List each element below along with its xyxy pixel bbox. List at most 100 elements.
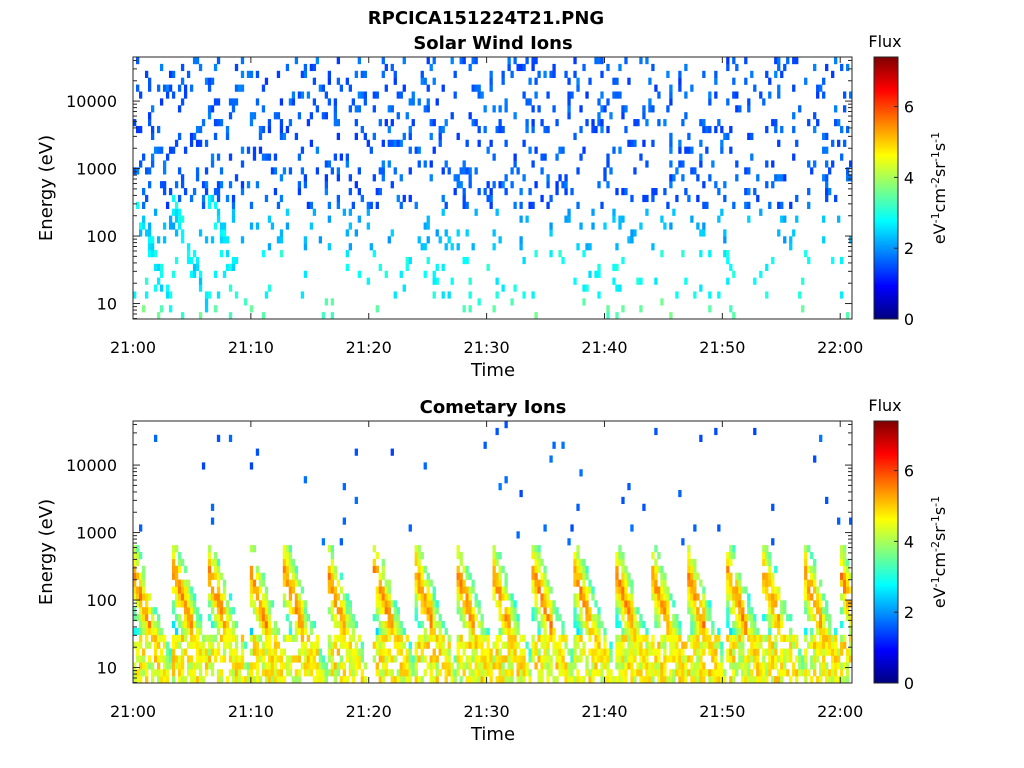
spectrogram-cell	[807, 600, 811, 608]
spectrogram-cell	[345, 229, 349, 237]
spectrogram-cell	[606, 305, 610, 313]
spectrogram-cell	[834, 57, 838, 65]
spectrogram-cell	[732, 627, 736, 636]
spectrogram-cell	[216, 648, 221, 656]
spectrogram-cell	[225, 634, 230, 642]
spectrogram-cell	[711, 648, 715, 656]
spectrogram-cell	[732, 620, 736, 629]
spectrogram-cell	[690, 586, 694, 594]
spectrogram-cell	[735, 669, 739, 677]
spectrogram-cell	[261, 627, 266, 636]
spectrogram-cell	[219, 181, 224, 189]
spectrogram-cell	[258, 600, 263, 608]
spectrogram-cell	[663, 600, 667, 608]
spectrogram-cell	[381, 572, 385, 580]
spectrogram-cell	[342, 641, 347, 649]
spectrogram-cell	[480, 676, 484, 684]
spectrogram-cell	[462, 662, 466, 670]
spectrogram-cell	[780, 614, 784, 622]
spectrogram-cell	[615, 558, 619, 567]
spectrogram-cell	[336, 648, 341, 656]
spectrogram-cell	[546, 676, 550, 684]
spectrogram-cell	[351, 627, 355, 636]
spectrogram-cell	[609, 669, 613, 677]
spectrogram-cell	[711, 676, 715, 684]
spectrogram-cell	[828, 648, 832, 656]
spectrogram-cell	[765, 552, 769, 560]
spectrogram-cell	[654, 593, 658, 601]
spectrogram-cell	[741, 669, 745, 677]
solar-wind-x-label: Time	[470, 360, 515, 381]
y-tick-label: 1000	[76, 524, 117, 543]
spectrogram-cell	[621, 496, 625, 505]
spectrogram-cell	[663, 188, 667, 196]
spectrogram-cell	[285, 545, 290, 553]
spectrogram-cell	[264, 593, 269, 601]
spectrogram-cell	[492, 641, 496, 649]
spectrogram-cell	[807, 545, 811, 553]
spectrogram-cell	[207, 634, 212, 642]
spectrogram-cell	[219, 167, 224, 175]
spectrogram-cell	[177, 593, 182, 601]
spectrogram-cell	[636, 634, 640, 642]
spectrogram-cell	[396, 676, 400, 684]
spectrogram-cell	[483, 648, 487, 656]
spectrogram-cell	[306, 614, 311, 622]
spectrogram-cell	[285, 572, 290, 580]
spectrogram-cell	[252, 579, 257, 587]
spectrogram-cell	[474, 676, 478, 684]
spectrogram-cell	[540, 676, 544, 684]
spectrogram-cell	[597, 614, 601, 622]
spectrogram-cell	[285, 600, 290, 608]
spectrogram-cell	[432, 634, 436, 642]
spectrogram-cell	[492, 655, 496, 663]
spectrogram-cell	[603, 627, 607, 636]
spectrogram-cell	[189, 627, 194, 636]
spectrogram-cell	[342, 627, 347, 636]
spectrogram-cell	[822, 146, 826, 154]
spectrogram-cell	[738, 586, 742, 594]
spectrogram-cell	[213, 600, 218, 608]
spectrogram-cell	[273, 634, 278, 642]
spectrogram-cell	[639, 614, 643, 622]
spectrogram-cell	[678, 620, 682, 629]
spectrogram-cell	[648, 641, 652, 649]
spectrogram-cell	[621, 600, 625, 608]
spectrogram-cell	[741, 662, 745, 670]
spectrogram-cell	[141, 215, 146, 223]
spectrogram-cell	[333, 614, 338, 622]
spectrogram-cell	[498, 614, 502, 622]
spectrogram-cell	[531, 634, 535, 642]
spectrogram-cell	[351, 614, 355, 622]
spectrogram-cell	[624, 57, 628, 65]
spectrogram-cell	[474, 593, 478, 601]
spectrogram-cell	[375, 627, 379, 636]
spectrogram-cell	[297, 181, 302, 189]
spectrogram-cell	[816, 676, 820, 684]
spectrogram-cell	[504, 627, 508, 636]
spectrogram-cell	[789, 243, 793, 251]
spectrogram-cell	[387, 620, 391, 629]
spectrogram-cell	[756, 655, 760, 663]
spectrogram-cell	[189, 593, 194, 601]
spectrogram-cell	[783, 662, 787, 670]
spectrogram-cell	[615, 77, 619, 85]
spectrogram-cell	[360, 676, 364, 684]
spectrogram-cell	[846, 312, 850, 320]
spectrogram-cell	[573, 572, 577, 580]
spectrogram-cell	[162, 655, 167, 663]
spectrogram-cell	[687, 132, 691, 141]
spectrogram-cell	[261, 125, 266, 134]
spectrogram-cell	[627, 627, 631, 636]
spectrogram-cell	[189, 634, 194, 642]
spectrogram-cell	[435, 662, 439, 670]
spectrogram-cell	[687, 600, 691, 608]
spectrogram-cell	[849, 91, 853, 99]
spectrogram-cell	[675, 648, 679, 656]
spectrogram-cell	[762, 662, 766, 670]
spectrogram-cell	[306, 201, 311, 209]
spectrogram-cell	[663, 655, 667, 663]
spectrogram-cell	[648, 105, 652, 113]
spectrogram-cell	[501, 181, 505, 189]
spectrogram-cell	[345, 153, 349, 161]
